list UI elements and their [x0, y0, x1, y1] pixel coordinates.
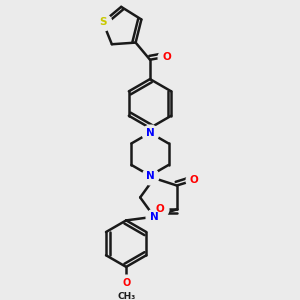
Text: CH₃: CH₃ [117, 292, 135, 300]
Text: N: N [150, 212, 158, 222]
Text: O: O [162, 52, 171, 62]
Text: N: N [146, 171, 154, 181]
Text: O: O [190, 175, 199, 185]
Text: O: O [122, 278, 130, 288]
Text: N: N [146, 128, 154, 138]
Text: S: S [99, 17, 107, 27]
Text: O: O [155, 204, 164, 214]
